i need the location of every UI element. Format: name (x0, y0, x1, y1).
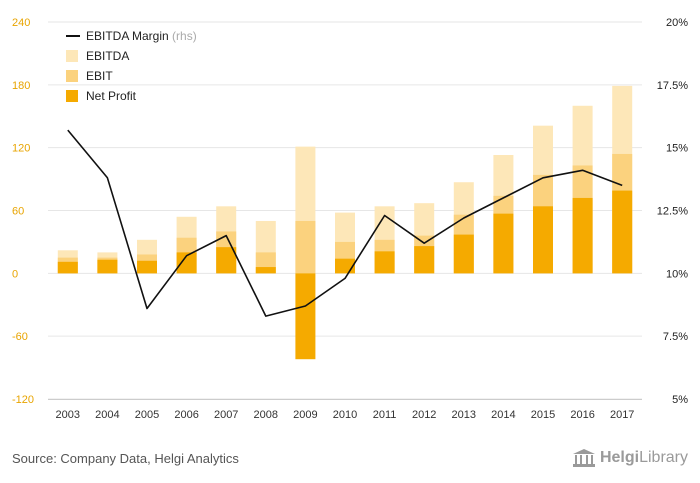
y-left-tick-label: -60 (12, 331, 28, 343)
bar-net-profit (493, 213, 514, 274)
x-tick-label: 2010 (333, 409, 357, 421)
legend-label: EBITDA Margin (rhs) (86, 29, 197, 43)
source-text: Source: Company Data, Helgi Analytics (12, 451, 239, 466)
bar-net-profit (533, 206, 553, 274)
x-tick-label: 2009 (293, 409, 317, 421)
legend-label-suffix: (rhs) (169, 29, 197, 43)
x-tick-label: 2013 (452, 409, 476, 421)
y-left-tick-label: 120 (12, 143, 30, 155)
x-tick-label: 2015 (531, 409, 555, 421)
x-tick-label: 2007 (214, 409, 238, 421)
y-right-tick-label: 5% (672, 394, 688, 406)
x-tick-label: 2012 (412, 409, 436, 421)
y-left-tick-label: -120 (12, 394, 34, 406)
library-building-icon (572, 449, 595, 467)
bar-net-profit (137, 260, 157, 274)
bar-net-profit (216, 247, 237, 274)
y-left-tick-label: 180 (12, 80, 30, 92)
y-right-tick-label: 17.5% (657, 80, 688, 92)
legend-swatch (66, 90, 78, 102)
x-tick-label: 2003 (56, 409, 80, 421)
bar-net-profit (295, 273, 316, 360)
x-tick-label: 2017 (610, 409, 634, 421)
bar-net-profit (572, 197, 593, 274)
bar-net-profit (176, 252, 197, 274)
bar-net-profit (453, 234, 474, 274)
legend-label: EBITDA (86, 49, 129, 63)
legend-swatch (66, 70, 78, 82)
y-right-tick-label: 20% (666, 17, 688, 29)
y-left-tick-label: 0 (12, 268, 18, 280)
bar-net-profit (612, 190, 633, 274)
y-right-tick-label: 15% (666, 143, 688, 155)
legend-label: Net Profit (86, 89, 137, 103)
y-right-tick-label: 10% (666, 268, 688, 280)
bar-net-profit (374, 251, 395, 274)
x-tick-label: 2008 (254, 409, 278, 421)
x-tick-label: 2016 (570, 409, 594, 421)
x-tick-label: 2011 (373, 409, 397, 421)
ebitda-margin-line (67, 129, 623, 317)
x-tick-label: 2004 (95, 409, 119, 421)
x-tick-label: 2014 (491, 409, 515, 421)
helgi-library-logo[interactable]: Helgi Library (572, 448, 688, 468)
logo-text-helgi: Helgi (599, 449, 640, 466)
bar-net-profit (255, 267, 276, 274)
bar-net-profit (414, 246, 435, 274)
y-right-tick-label: 12.5% (657, 206, 688, 218)
logo-text-library: Library (639, 449, 688, 466)
y-right-tick-label: 7.5% (663, 331, 688, 343)
chart-area: 240 20% 180 17.5% 120 15% 60 12.5% 0 10% -60 7.5% -1… (12, 17, 688, 421)
x-tick-label: 2005 (135, 409, 159, 421)
legend-label: EBIT (86, 69, 113, 83)
x-tick-label: 2006 (174, 409, 198, 421)
bar-net-profit (57, 261, 78, 274)
combo-chart: 240 20% 180 17.5% 120 15% 60 12.5% 0 10% -60 7.5% -1… (12, 17, 688, 421)
bar-net-profit (97, 259, 118, 274)
legend-swatch (66, 50, 78, 62)
y-left-tick-label: 60 (12, 206, 24, 218)
y-left-tick-label: 240 (12, 17, 30, 29)
bar-ebit (295, 220, 316, 274)
footer: Source: Company Data, Helgi Analytics He… (0, 440, 700, 483)
